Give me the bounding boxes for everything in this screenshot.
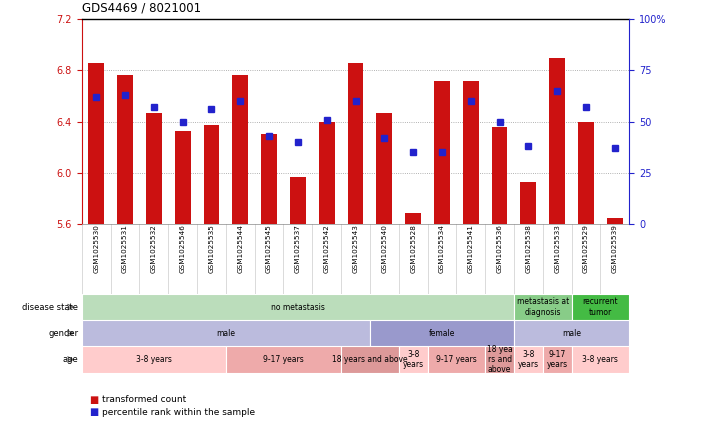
Bar xyxy=(434,81,450,224)
Text: age: age xyxy=(63,355,78,364)
Bar xyxy=(463,81,479,224)
Bar xyxy=(203,126,220,224)
Text: 18 years and above: 18 years and above xyxy=(332,355,407,364)
Text: GSM1025539: GSM1025539 xyxy=(612,224,618,273)
Text: GSM1025540: GSM1025540 xyxy=(381,224,387,273)
Bar xyxy=(146,113,161,224)
Bar xyxy=(399,346,427,373)
Bar xyxy=(232,75,248,224)
Bar xyxy=(376,113,392,224)
Bar xyxy=(261,135,277,224)
Text: GSM1025529: GSM1025529 xyxy=(583,224,589,273)
Bar xyxy=(82,294,514,320)
Bar xyxy=(348,63,363,224)
Text: 9-17 years: 9-17 years xyxy=(436,355,476,364)
Text: 3-8
years: 3-8 years xyxy=(518,350,539,369)
Bar xyxy=(82,346,226,373)
Text: GSM1025534: GSM1025534 xyxy=(439,224,445,273)
Text: male: male xyxy=(216,329,235,338)
Bar xyxy=(427,346,485,373)
Text: 18 yea
rs and
above: 18 yea rs and above xyxy=(487,345,513,374)
Text: GSM1025537: GSM1025537 xyxy=(295,224,301,273)
Text: 3-8 years: 3-8 years xyxy=(582,355,619,364)
Bar xyxy=(405,213,421,224)
Text: percentile rank within the sample: percentile rank within the sample xyxy=(102,408,255,417)
Bar xyxy=(550,58,565,224)
Bar xyxy=(226,346,341,373)
Text: transformed count: transformed count xyxy=(102,395,186,404)
Text: GSM1025536: GSM1025536 xyxy=(496,224,503,273)
Text: GSM1025541: GSM1025541 xyxy=(468,224,474,273)
Text: 9-17 years: 9-17 years xyxy=(263,355,304,364)
Bar xyxy=(542,346,572,373)
Text: GSM1025545: GSM1025545 xyxy=(266,224,272,273)
Bar xyxy=(82,320,370,346)
Bar xyxy=(578,122,594,224)
Text: GSM1025542: GSM1025542 xyxy=(324,224,330,273)
Bar xyxy=(485,346,514,373)
Bar xyxy=(514,294,572,320)
Text: ■: ■ xyxy=(89,395,98,405)
Text: GSM1025544: GSM1025544 xyxy=(237,224,243,273)
Bar xyxy=(514,320,629,346)
Text: female: female xyxy=(429,329,455,338)
Text: GSM1025528: GSM1025528 xyxy=(410,224,416,273)
Text: GSM1025543: GSM1025543 xyxy=(353,224,358,273)
Bar xyxy=(572,346,629,373)
Text: 3-8 years: 3-8 years xyxy=(136,355,172,364)
Text: male: male xyxy=(562,329,581,338)
Text: disease state: disease state xyxy=(22,302,78,312)
Text: gender: gender xyxy=(48,329,78,338)
Text: GSM1025535: GSM1025535 xyxy=(208,224,215,273)
Bar xyxy=(341,346,399,373)
Bar xyxy=(520,182,536,224)
Text: GSM1025538: GSM1025538 xyxy=(525,224,531,273)
Text: no metastasis: no metastasis xyxy=(271,302,325,312)
Text: ■: ■ xyxy=(89,407,98,418)
Bar xyxy=(370,320,514,346)
Text: GSM1025531: GSM1025531 xyxy=(122,224,128,273)
Bar xyxy=(514,346,542,373)
Text: 9-17
years: 9-17 years xyxy=(547,350,568,369)
Bar xyxy=(491,127,508,224)
Bar xyxy=(88,63,104,224)
Bar xyxy=(572,294,629,320)
Bar xyxy=(175,131,191,224)
Bar xyxy=(290,177,306,224)
Text: GSM1025530: GSM1025530 xyxy=(93,224,99,273)
Text: 3-8
years: 3-8 years xyxy=(402,350,424,369)
Text: GSM1025532: GSM1025532 xyxy=(151,224,157,273)
Bar xyxy=(607,218,623,224)
Text: GSM1025533: GSM1025533 xyxy=(554,224,560,273)
Text: GSM1025546: GSM1025546 xyxy=(180,224,186,273)
Text: metastasis at
diagnosis: metastasis at diagnosis xyxy=(517,297,569,317)
Text: recurrent
tumor: recurrent tumor xyxy=(582,297,619,317)
Bar xyxy=(117,75,133,224)
Text: GDS4469 / 8021001: GDS4469 / 8021001 xyxy=(82,2,201,15)
Bar xyxy=(319,122,335,224)
